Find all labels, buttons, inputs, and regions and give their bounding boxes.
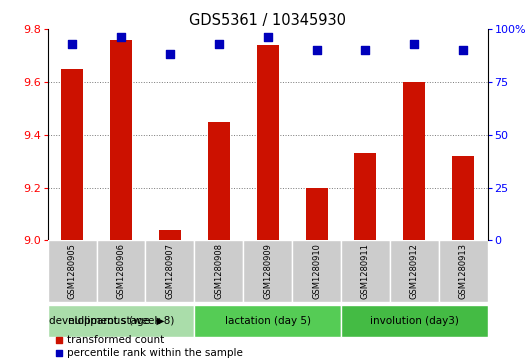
Title: GDS5361 / 10345930: GDS5361 / 10345930	[189, 13, 346, 28]
Text: development stage  ▶: development stage ▶	[49, 316, 164, 326]
Bar	[110, 40, 132, 240]
Point	[68, 41, 76, 47]
Bar	[257, 45, 279, 240]
Bar	[341, 240, 390, 302]
Point	[459, 47, 467, 53]
Text: GSM1280912: GSM1280912	[410, 244, 419, 299]
Bar	[355, 153, 376, 240]
Bar	[452, 156, 474, 240]
Bar	[208, 122, 230, 240]
Point	[312, 47, 321, 53]
Point	[166, 52, 174, 57]
Text: involution (day3): involution (day3)	[370, 316, 459, 326]
Text: lactation (day 5): lactation (day 5)	[225, 316, 311, 326]
Text: transformed count: transformed count	[67, 335, 164, 345]
Text: GSM1280910: GSM1280910	[312, 244, 321, 299]
Point	[215, 41, 223, 47]
Point	[117, 34, 125, 40]
Bar	[292, 240, 341, 302]
Text: GSM1280906: GSM1280906	[117, 243, 126, 299]
Text: GSM1280907: GSM1280907	[165, 243, 174, 299]
Bar	[390, 240, 439, 302]
Text: GSM1280911: GSM1280911	[361, 244, 370, 299]
Bar	[305, 188, 328, 240]
Bar	[341, 305, 488, 337]
Text: nulliparous (week 8): nulliparous (week 8)	[68, 316, 174, 326]
Bar	[195, 305, 341, 337]
Bar	[159, 230, 181, 240]
Bar	[48, 305, 195, 337]
Point	[361, 47, 369, 53]
Point	[55, 338, 63, 343]
Text: percentile rank within the sample: percentile rank within the sample	[67, 348, 243, 358]
Bar	[48, 240, 96, 302]
Point	[410, 41, 419, 47]
Text: GSM1280909: GSM1280909	[263, 244, 272, 299]
Bar	[243, 240, 292, 302]
Bar	[96, 240, 145, 302]
Bar	[439, 240, 488, 302]
Point	[263, 34, 272, 40]
Bar	[403, 82, 425, 240]
Text: GSM1280908: GSM1280908	[214, 243, 223, 299]
Text: GSM1280905: GSM1280905	[68, 244, 77, 299]
Bar	[145, 240, 195, 302]
Bar	[61, 69, 83, 240]
Bar	[195, 240, 243, 302]
Text: GSM1280913: GSM1280913	[458, 243, 467, 299]
Point	[55, 351, 63, 356]
